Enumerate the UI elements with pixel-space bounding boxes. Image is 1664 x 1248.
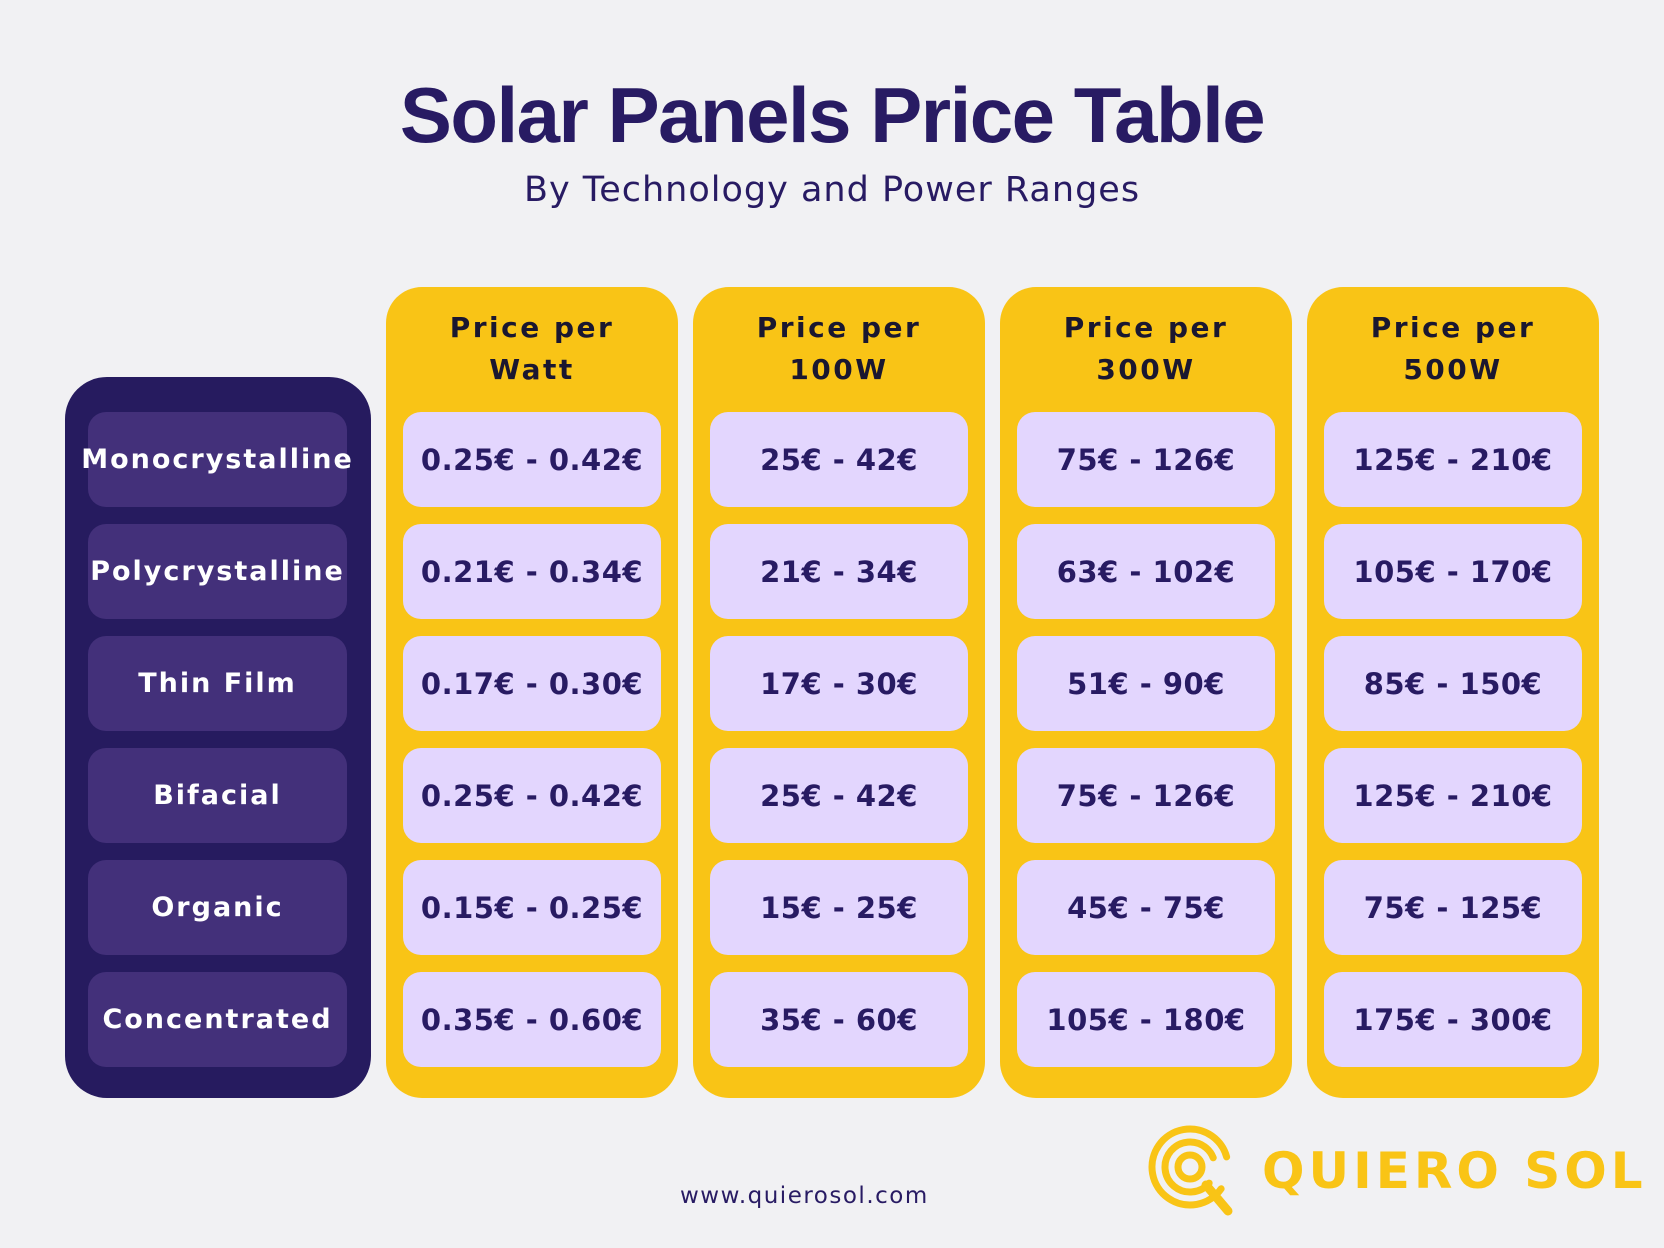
row-label-monocrystalline: Monocrystalline: [81, 412, 352, 507]
price-cell: 75€ - 126€: [1017, 748, 1275, 843]
brand-name: QUIERO SOL: [1262, 1142, 1647, 1200]
column-header: Price per 100W: [756, 311, 922, 386]
page-subtitle: By Technology and Power Ranges: [523, 170, 1141, 210]
row-label-polycrystalline: Polycrystalline: [88, 524, 347, 619]
row-label-bifacial: Bifacial: [88, 748, 347, 843]
technology-column: Monocrystalline Polycrystalline Thin Fil…: [65, 377, 371, 1098]
row-label-thin-film: Thin Film: [88, 636, 347, 731]
price-cell: 105€ - 180€: [1017, 972, 1275, 1067]
price-cell: 17€ - 30€: [710, 636, 968, 731]
price-per-watt-column: Price per Watt 0.25€ - 0.42€ 0.21€ - 0.3…: [386, 287, 678, 1098]
price-cell: 25€ - 42€: [710, 412, 968, 507]
price-cell: 0.21€ - 0.34€: [403, 524, 661, 619]
price-cell: 21€ - 34€: [710, 524, 968, 619]
price-cell: 45€ - 75€: [1017, 860, 1275, 955]
website-link[interactable]: www.quierosol.com: [680, 1183, 929, 1209]
price-cell: 0.17€ - 0.30€: [403, 636, 661, 731]
price-cell: 105€ - 170€: [1324, 524, 1582, 619]
price-cell: 85€ - 150€: [1324, 636, 1582, 731]
price-per-100w-column: Price per 100W 25€ - 42€ 21€ - 34€ 17€ -…: [693, 287, 985, 1098]
price-cell: 15€ - 25€: [710, 860, 968, 955]
column-header: Price per 300W: [1063, 311, 1229, 386]
price-cell: 35€ - 60€: [710, 972, 968, 1067]
row-label-concentrated: Concentrated: [88, 972, 347, 1067]
price-cell: 0.35€ - 0.60€: [403, 972, 661, 1067]
column-header: Price per Watt: [449, 311, 615, 386]
price-cell: 125€ - 210€: [1324, 748, 1582, 843]
price-cell: 125€ - 210€: [1324, 412, 1582, 507]
price-cell: 75€ - 125€: [1324, 860, 1582, 955]
price-cell: 0.15€ - 0.25€: [403, 860, 661, 955]
price-per-300w-column: Price per 300W 75€ - 126€ 63€ - 102€ 51€…: [1000, 287, 1292, 1098]
price-cell: 0.25€ - 0.42€: [403, 748, 661, 843]
price-cell: 25€ - 42€: [710, 748, 968, 843]
quiero-sol-logo-icon: [1148, 1125, 1233, 1216]
price-cell: 175€ - 300€: [1324, 972, 1582, 1067]
price-per-500w-column: Price per 500W 125€ - 210€ 105€ - 170€ 8…: [1307, 287, 1599, 1098]
price-cell: 75€ - 126€: [1017, 412, 1275, 507]
page-title: Solar Panels Price Table: [399, 71, 1266, 159]
row-label-organic: Organic: [88, 860, 347, 955]
price-cell: 51€ - 90€: [1017, 636, 1275, 731]
price-cell: 0.25€ - 0.42€: [403, 412, 661, 507]
column-header: Price per 500W: [1370, 311, 1536, 386]
price-cell: 63€ - 102€: [1017, 524, 1275, 619]
